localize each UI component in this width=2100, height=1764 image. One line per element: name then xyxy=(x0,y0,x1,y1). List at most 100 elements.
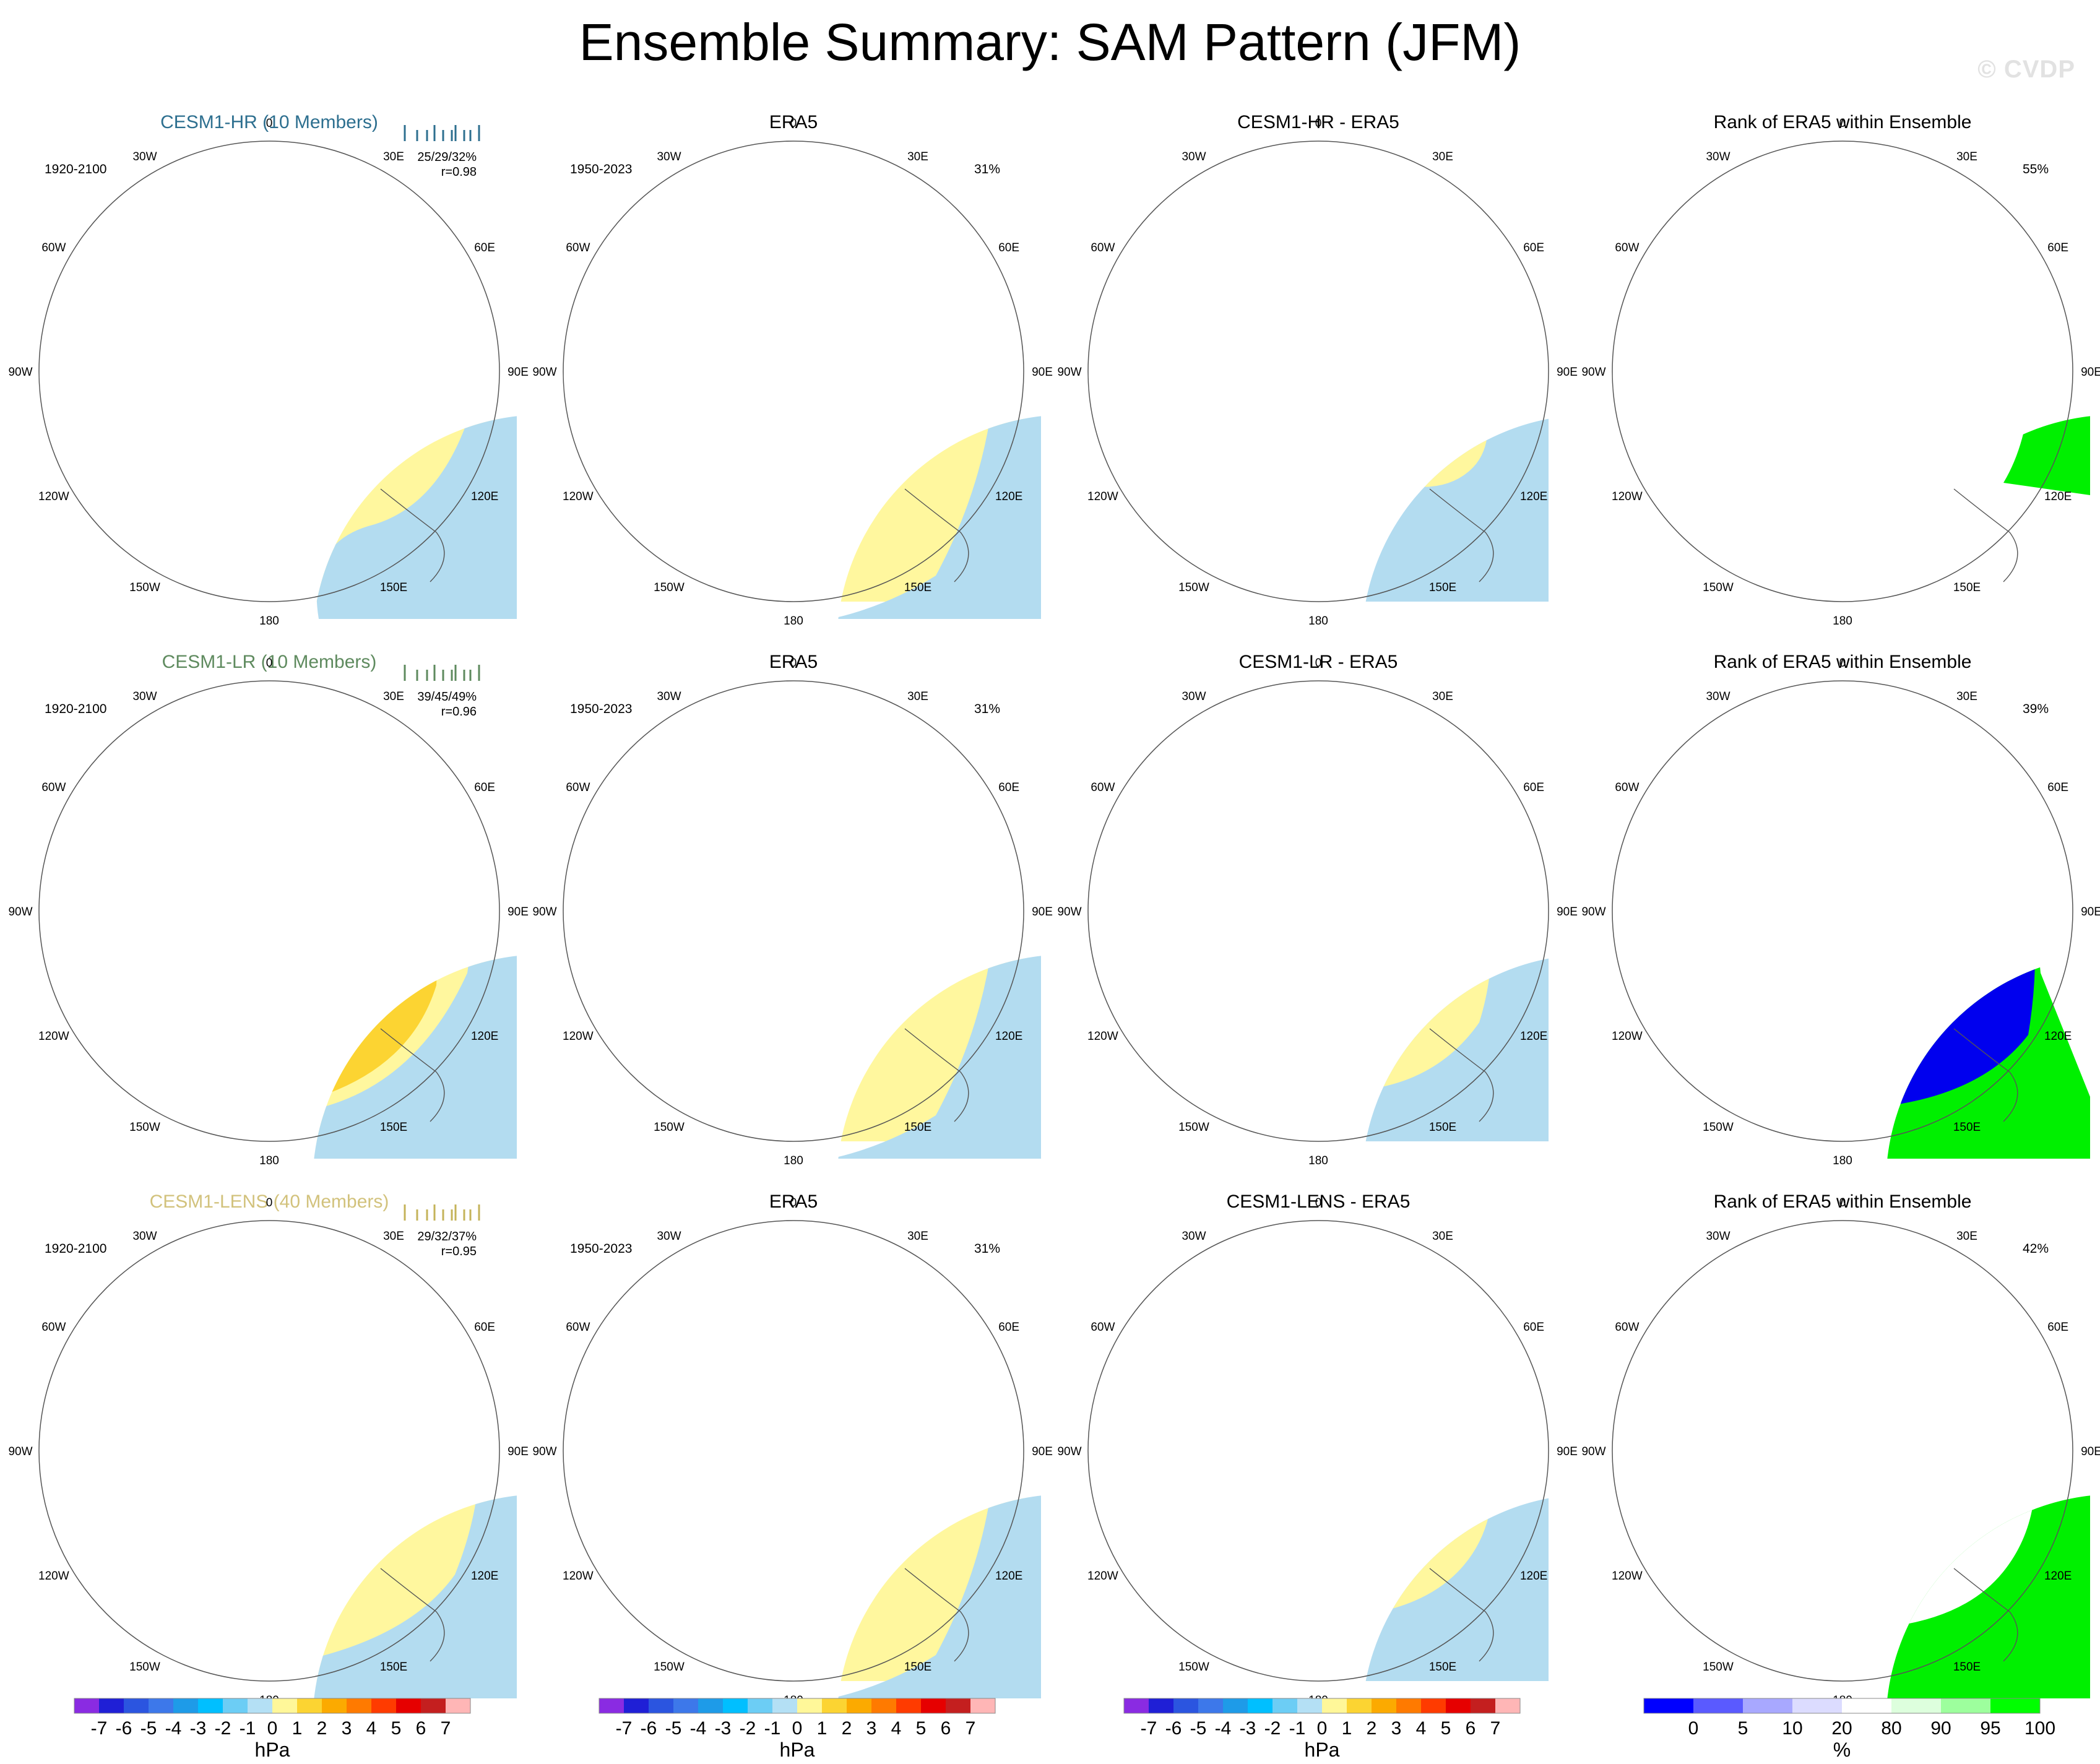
longitude-label: 60W xyxy=(41,241,66,254)
africa-outline xyxy=(868,142,899,184)
watermark-logo: © CVDP xyxy=(1977,56,2075,83)
longitude-label: 90E xyxy=(2081,1445,2100,1458)
longitude-label: 30E xyxy=(1956,1230,1977,1243)
colorbar-tick-label: 2 xyxy=(842,1718,852,1739)
longitude-label: 120E xyxy=(1520,490,1547,503)
positive-anomaly xyxy=(377,1494,409,1518)
colorbar-swatch xyxy=(1446,1698,1471,1713)
colorbar-frame xyxy=(1123,1698,1521,1714)
longitude-label: 30E xyxy=(907,1230,928,1243)
map-model-row2: 0 30E 60E 90E 120E 150E 180 150W 120W 90W 60W 30W xyxy=(8,657,528,1167)
longitude-label: 60E xyxy=(998,1321,1019,1334)
longitude-label: 30E xyxy=(1432,690,1453,703)
longitude-label: 150W xyxy=(129,1121,160,1134)
longitude-label: 60E xyxy=(2047,781,2068,794)
colorbar-tick-label: -1 xyxy=(764,1718,781,1739)
negative-region-edge xyxy=(313,1494,517,1698)
longitude-label: 120W xyxy=(1087,1030,1118,1043)
negative-ring-1 xyxy=(837,1494,892,1557)
colorbar-swatch xyxy=(822,1698,847,1713)
colorbar-swatch xyxy=(1421,1698,1446,1713)
longitude-label: 120E xyxy=(471,490,498,503)
new-zealand-outline xyxy=(282,1612,288,1661)
colorbar-swatch xyxy=(649,1698,673,1713)
map-border xyxy=(1612,141,2073,602)
colorbar-swatch xyxy=(1941,1698,1990,1713)
south-america-outline xyxy=(589,210,707,297)
colorbar-swatch xyxy=(1273,1698,1297,1713)
new-zealand-outline xyxy=(1855,1612,1861,1661)
longitude-label: 150W xyxy=(129,581,160,594)
longitude-label: 120E xyxy=(1520,1570,1547,1583)
model-pattern-stats: 39/45/49% xyxy=(417,690,477,704)
colorbar-swatch xyxy=(772,1698,797,1713)
south-america-outline xyxy=(1114,750,1232,837)
longitude-label: 60W xyxy=(1615,241,1639,254)
colorbar-frame xyxy=(74,1698,471,1714)
positive-anomaly xyxy=(889,1412,914,1464)
colorbar-swatch xyxy=(1471,1698,1495,1713)
colorbar-swatch xyxy=(1792,1698,1842,1713)
rank-high xyxy=(1886,495,1917,545)
colorbar-swatch xyxy=(847,1698,871,1713)
colorbar-swatch xyxy=(173,1698,198,1713)
longitude-label: 150W xyxy=(1178,1121,1209,1134)
colorbar-tick-label: 6 xyxy=(1466,1718,1476,1739)
south-america-outline xyxy=(589,750,707,837)
panel-title-rank: Rank of ERA5 within Ensemble xyxy=(1713,112,1972,132)
antarctica-outline xyxy=(1362,954,1382,971)
colorbar-tick-label: 5 xyxy=(391,1718,402,1739)
africa-outline xyxy=(868,1222,899,1264)
negative-core xyxy=(837,954,849,974)
south-america-outline xyxy=(1114,210,1232,297)
longitude-label: 150E xyxy=(1953,1661,1981,1674)
negative-region-edge xyxy=(316,415,517,619)
positive-ring xyxy=(313,1494,456,1638)
colorbar-tick-label: -3 xyxy=(190,1718,207,1739)
longitude-label: 60E xyxy=(1523,1321,1544,1334)
longitude-label: 30W xyxy=(1182,690,1206,703)
longitude-label: 30E xyxy=(383,690,404,703)
negative-minimum xyxy=(785,371,826,408)
new-zealand-outline xyxy=(806,1072,812,1122)
longitude-label: 150W xyxy=(654,1661,685,1674)
longitude-label: 60W xyxy=(1615,781,1639,794)
longitude-label: 90E xyxy=(1032,906,1053,919)
new-zealand-outline xyxy=(806,1612,812,1661)
longitude-label: 30W xyxy=(132,690,157,703)
longitude-label: 60E xyxy=(2047,241,2068,254)
model-pattern-correlation: r=0.98 xyxy=(441,165,477,179)
longitude-label: 120W xyxy=(563,1570,594,1583)
new-zealand-outline xyxy=(1331,1072,1337,1122)
longitude-label: 60E xyxy=(998,241,1019,254)
colorbar-swatch xyxy=(396,1698,421,1713)
longitude-label: 60W xyxy=(41,1321,66,1334)
new-zealand-outline xyxy=(806,532,812,582)
south-america-outline xyxy=(589,1290,707,1377)
colorbar-unit: % xyxy=(1833,1739,1851,1761)
positive-anomaly xyxy=(889,873,914,925)
longitude-label: 90E xyxy=(1032,1445,1053,1458)
rank-low xyxy=(1886,954,2036,1110)
rank-high xyxy=(1886,954,1924,973)
longitude-label: 120E xyxy=(471,1570,498,1583)
colorbar-swatch xyxy=(1990,1698,2040,1713)
longitude-label: 120W xyxy=(1612,1570,1643,1583)
colorbar-swatch xyxy=(624,1698,649,1713)
longitude-label: 90E xyxy=(1557,906,1578,919)
colorbar-unit: hPa xyxy=(1305,1739,1340,1761)
colorbar-tick-label: 0 xyxy=(792,1718,803,1739)
positive-region xyxy=(1318,124,1411,200)
longitude-label: 0 xyxy=(1315,1196,1322,1209)
rank-field xyxy=(1886,415,2073,602)
colorbar-tick-label: 1 xyxy=(817,1718,827,1739)
colorbar-tick-label: 6 xyxy=(941,1718,951,1739)
rank-mid xyxy=(1886,1494,2036,1630)
panel-title-rank: Rank of ERA5 within Ensemble xyxy=(1713,652,1972,672)
colorbar-tick-label: -4 xyxy=(1215,1718,1232,1739)
south-america-outline xyxy=(65,1290,183,1377)
longitude-label: 60E xyxy=(1523,781,1544,794)
negative-ring-2 xyxy=(837,1494,870,1535)
